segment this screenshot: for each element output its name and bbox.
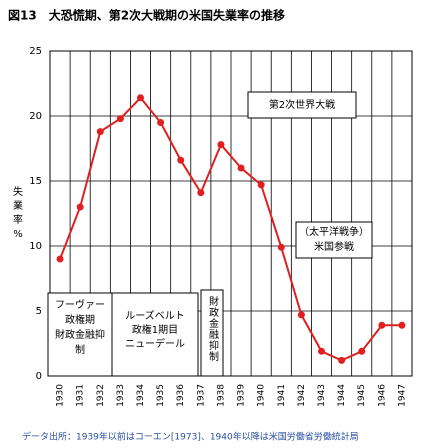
annotation-text: 制 xyxy=(75,343,85,356)
x-tick-label: 1932 xyxy=(96,384,106,407)
x-tick-label: 1943 xyxy=(317,384,327,407)
annotation-text: 財政金融抑制 xyxy=(207,295,219,362)
data-point xyxy=(137,94,144,102)
data-point xyxy=(277,243,285,251)
x-tick-label: 1933 xyxy=(116,384,126,407)
annotation-text: （太平洋戦争） xyxy=(299,225,369,238)
data-point xyxy=(177,156,185,164)
data-point xyxy=(96,128,104,136)
annotation-text: 米国参戦 xyxy=(314,240,354,253)
data-point xyxy=(338,356,346,364)
x-tick-label: 1934 xyxy=(136,384,146,407)
y-axis-label: 業 xyxy=(13,199,23,212)
annotation-text: ルーズベルト xyxy=(125,309,185,322)
data-point xyxy=(398,321,406,329)
y-tick-label: 25 xyxy=(29,46,42,57)
annotation-text: 財政金融抑 xyxy=(55,328,105,341)
y-axis-label: 失 xyxy=(13,185,23,198)
data-point xyxy=(358,347,366,355)
chart-title: 図13 大恐慌期、第2次大戦期の米国失業率の推移 xyxy=(8,8,285,23)
y-tick-label: 5 xyxy=(36,306,42,317)
data-point xyxy=(56,255,64,263)
annotation-box xyxy=(47,292,113,377)
x-tick-label: 1936 xyxy=(176,384,186,407)
x-tick-label: 1946 xyxy=(377,384,387,407)
annotation-box xyxy=(111,292,199,377)
data-point xyxy=(76,203,84,211)
x-tick-label: 1938 xyxy=(216,384,226,407)
data-point xyxy=(237,164,245,172)
x-tick-label: 1944 xyxy=(337,384,347,407)
x-tick-label: 1940 xyxy=(257,384,267,407)
data-point xyxy=(116,115,124,123)
data-point xyxy=(257,181,265,189)
data-point xyxy=(197,189,205,197)
y-tick-label: 15 xyxy=(29,176,42,187)
x-tick-label: 1945 xyxy=(357,384,367,407)
annotation-text: 政権1期目 xyxy=(132,323,178,336)
data-point xyxy=(157,119,165,126)
y-axis-label: % xyxy=(13,229,23,240)
annotation-text: フーヴァー xyxy=(55,298,105,311)
source-note: データ出所：1939年以前はコーエン[1973]、1940年以降は米国労働省労働… xyxy=(22,431,359,443)
annotation-box xyxy=(247,91,357,119)
annotation-box xyxy=(200,289,224,377)
y-tick-label: 10 xyxy=(29,241,42,252)
y-tick-label: 20 xyxy=(29,111,42,122)
data-point xyxy=(297,311,305,319)
y-axis-label: 率 xyxy=(13,213,23,226)
data-point xyxy=(217,141,225,149)
x-tick-label: 1935 xyxy=(156,384,166,407)
data-point xyxy=(318,347,325,355)
x-tick-label: 1942 xyxy=(297,384,307,407)
series-line xyxy=(59,96,402,362)
annotation-box xyxy=(295,221,373,259)
annotation-text: 政権期 xyxy=(65,313,95,326)
x-tick-label: 1930 xyxy=(56,384,66,407)
annotation-text: ニューデール xyxy=(125,337,185,350)
x-tick-label: 1937 xyxy=(196,384,206,407)
y-tick-label: 0 xyxy=(36,371,42,382)
data-point xyxy=(378,321,386,329)
x-tick-label: 1931 xyxy=(76,384,86,407)
x-tick-label: 1947 xyxy=(397,384,407,407)
annotation-text: 第2次世界大戦 xyxy=(269,98,335,111)
x-tick-label: 1941 xyxy=(277,384,287,407)
x-tick-label: 1939 xyxy=(237,384,247,407)
